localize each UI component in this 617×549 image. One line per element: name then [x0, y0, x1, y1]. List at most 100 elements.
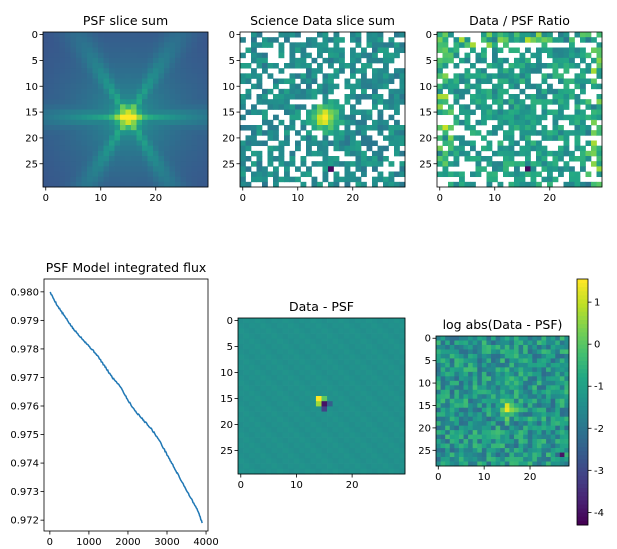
- heatmap-cell: [458, 452, 464, 458]
- heatmap-cell: [458, 421, 464, 426]
- heatmap-cell: [254, 411, 261, 418]
- heatmap-cell: [70, 78, 77, 85]
- heatmap-cell: [267, 119, 274, 126]
- heatmap-cell: [372, 99, 378, 105]
- heatmap-cell: [92, 57, 99, 64]
- heatmap-cell: [59, 99, 66, 105]
- y-tick-label: 0.973: [10, 487, 39, 498]
- heatmap-cell: [536, 94, 542, 100]
- heatmap-cell: [563, 32, 570, 38]
- heatmap-cell: [98, 52, 104, 59]
- heatmap-cell: [564, 394, 570, 400]
- heatmap-cell: [48, 156, 55, 162]
- heatmap-cell: [383, 145, 389, 152]
- heatmap-cell: [492, 130, 498, 136]
- heatmap-cell: [500, 385, 506, 391]
- heatmap-cell: [399, 140, 406, 147]
- heatmap-cell: [328, 88, 334, 95]
- heatmap-cell: [519, 104, 526, 110]
- heatmap-cell: [282, 359, 289, 366]
- heatmap-cell: [552, 109, 559, 116]
- heatmap-cell: [322, 37, 329, 43]
- heatmap-cell: [299, 468, 306, 475]
- heatmap-cell: [591, 145, 597, 152]
- heatmap-cell: [191, 78, 198, 85]
- heatmap-cell: [464, 68, 471, 74]
- y-tick-label: 10: [222, 82, 235, 93]
- heatmap-cell: [202, 32, 209, 38]
- heatmap-cell: [468, 371, 474, 377]
- heatmap-cell: [393, 458, 400, 464]
- heatmap-cell: [136, 166, 143, 172]
- heatmap-cell: [43, 83, 49, 90]
- heatmap-cell: [238, 432, 244, 438]
- heatmap-cell: [92, 166, 99, 172]
- heatmap-cell: [120, 119, 126, 126]
- heatmap-cell: [564, 434, 570, 440]
- heatmap-cell: [136, 99, 143, 105]
- heatmap-cell: [536, 403, 542, 409]
- heatmap-cell: [350, 88, 356, 95]
- heatmap-cell: [445, 425, 451, 431]
- heatmap-cell: [453, 73, 460, 79]
- heatmap-cell: [532, 380, 538, 386]
- heatmap-cell: [131, 83, 137, 90]
- heatmap-cell: [256, 63, 263, 69]
- heatmap-cell: [536, 452, 542, 458]
- heatmap-cell: [354, 380, 361, 386]
- heatmap-cell: [240, 104, 246, 110]
- heatmap-cell: [333, 73, 340, 79]
- heatmap-cell: [541, 376, 547, 382]
- heatmap-cell: [497, 47, 504, 54]
- heatmap-cell: [508, 32, 515, 38]
- heatmap-cell: [504, 394, 510, 400]
- colorbar-band: [577, 389, 588, 395]
- heatmap-cell: [260, 453, 267, 459]
- x-tick-label: 20: [346, 480, 359, 491]
- heatmap-cell: [596, 83, 603, 90]
- heatmap-cell: [175, 42, 181, 48]
- heatmap-cell: [481, 353, 487, 359]
- heatmap-cell: [310, 401, 317, 407]
- heatmap-cell: [355, 32, 362, 38]
- heatmap-cell: [503, 119, 509, 126]
- heatmap-cell: [265, 344, 272, 350]
- heatmap-cell: [59, 73, 66, 79]
- heatmap-cell: [523, 398, 529, 404]
- heatmap-cell: [240, 78, 246, 85]
- heatmap-cell: [299, 437, 306, 444]
- heatmap-cell: [388, 99, 395, 105]
- heatmap-4: [238, 318, 406, 475]
- heatmap-cell: [372, 176, 378, 183]
- heatmap-cell: [371, 344, 378, 350]
- heatmap-cell: [366, 359, 372, 366]
- heatmap-cell: [569, 42, 575, 48]
- heatmap-cell: [458, 336, 464, 341]
- heatmap-cell: [559, 412, 565, 418]
- heatmap-cell: [580, 68, 586, 74]
- heatmap-cell: [300, 52, 307, 59]
- heatmap-cell: [249, 354, 256, 360]
- heatmap-cell: [518, 439, 524, 444]
- heatmap-cell: [399, 171, 406, 178]
- heatmap-cell: [393, 354, 400, 360]
- heatmap-cell: [114, 166, 121, 172]
- heatmap-cell: [265, 370, 272, 376]
- heatmap-cell: [492, 166, 498, 172]
- heatmap-cell: [300, 42, 307, 48]
- heatmap-cell: [399, 416, 406, 423]
- heatmap-cell: [344, 125, 351, 131]
- heatmap-cell: [486, 448, 492, 453]
- heatmap-cell: [142, 83, 148, 90]
- heatmap-cell: [197, 166, 203, 172]
- heatmap-cell: [114, 156, 121, 162]
- heatmap-cell: [436, 434, 441, 440]
- heatmap-cell: [306, 166, 312, 172]
- heatmap-cell: [440, 344, 446, 350]
- heatmap-cell: [394, 125, 400, 131]
- heatmap-cell: [76, 156, 82, 162]
- heatmap-cell: [310, 349, 317, 355]
- heatmap-cell: [492, 161, 498, 167]
- heatmap-cell: [315, 401, 322, 407]
- heatmap-cell: [558, 47, 564, 54]
